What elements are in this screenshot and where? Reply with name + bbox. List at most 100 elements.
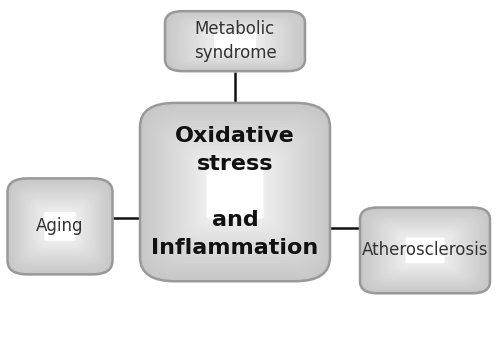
FancyBboxPatch shape [152, 115, 318, 269]
FancyBboxPatch shape [162, 124, 308, 260]
FancyBboxPatch shape [11, 181, 109, 271]
FancyBboxPatch shape [378, 219, 472, 282]
FancyBboxPatch shape [22, 191, 99, 262]
FancyBboxPatch shape [174, 15, 296, 67]
FancyBboxPatch shape [48, 215, 72, 238]
FancyBboxPatch shape [210, 30, 260, 52]
FancyBboxPatch shape [401, 235, 449, 266]
FancyBboxPatch shape [232, 189, 238, 195]
FancyBboxPatch shape [156, 118, 314, 267]
FancyBboxPatch shape [404, 236, 446, 265]
FancyBboxPatch shape [18, 188, 102, 265]
FancyBboxPatch shape [159, 121, 311, 263]
FancyBboxPatch shape [8, 178, 113, 274]
FancyBboxPatch shape [186, 20, 284, 62]
FancyBboxPatch shape [13, 183, 107, 270]
FancyBboxPatch shape [179, 17, 291, 65]
FancyBboxPatch shape [190, 151, 280, 234]
FancyBboxPatch shape [212, 31, 258, 51]
FancyBboxPatch shape [392, 229, 458, 272]
FancyBboxPatch shape [408, 239, 442, 262]
FancyBboxPatch shape [166, 127, 304, 258]
FancyBboxPatch shape [390, 227, 460, 273]
FancyBboxPatch shape [206, 165, 264, 219]
FancyBboxPatch shape [234, 41, 236, 42]
FancyBboxPatch shape [375, 217, 475, 283]
FancyBboxPatch shape [140, 103, 330, 281]
FancyBboxPatch shape [206, 165, 264, 219]
FancyBboxPatch shape [214, 32, 256, 50]
FancyBboxPatch shape [58, 225, 62, 228]
Text: Aging: Aging [36, 217, 84, 235]
FancyBboxPatch shape [219, 177, 251, 207]
FancyBboxPatch shape [230, 39, 239, 43]
FancyBboxPatch shape [386, 225, 464, 276]
FancyBboxPatch shape [36, 204, 84, 249]
FancyBboxPatch shape [371, 215, 479, 286]
FancyBboxPatch shape [34, 202, 86, 250]
Text: Metabolic
syndrome: Metabolic syndrome [194, 20, 276, 62]
FancyBboxPatch shape [190, 22, 280, 60]
FancyBboxPatch shape [362, 209, 488, 292]
FancyBboxPatch shape [380, 220, 470, 281]
FancyBboxPatch shape [204, 28, 266, 54]
FancyBboxPatch shape [406, 237, 444, 263]
FancyBboxPatch shape [366, 212, 484, 289]
FancyBboxPatch shape [143, 106, 327, 278]
FancyBboxPatch shape [181, 142, 289, 243]
FancyBboxPatch shape [373, 216, 477, 285]
FancyBboxPatch shape [204, 162, 266, 222]
FancyBboxPatch shape [222, 180, 248, 204]
FancyBboxPatch shape [397, 232, 453, 269]
FancyBboxPatch shape [382, 222, 468, 279]
FancyBboxPatch shape [53, 220, 67, 233]
FancyBboxPatch shape [414, 243, 436, 258]
FancyBboxPatch shape [46, 214, 74, 239]
FancyBboxPatch shape [184, 19, 286, 63]
FancyBboxPatch shape [197, 156, 273, 228]
FancyBboxPatch shape [52, 218, 68, 234]
FancyBboxPatch shape [16, 186, 104, 267]
FancyBboxPatch shape [412, 242, 438, 259]
FancyBboxPatch shape [394, 230, 456, 270]
FancyBboxPatch shape [25, 194, 95, 258]
FancyBboxPatch shape [423, 249, 427, 252]
FancyBboxPatch shape [44, 212, 76, 241]
FancyBboxPatch shape [27, 196, 93, 257]
FancyBboxPatch shape [175, 135, 295, 249]
FancyBboxPatch shape [32, 201, 88, 252]
FancyBboxPatch shape [198, 25, 272, 57]
FancyBboxPatch shape [176, 16, 294, 66]
Text: Atherosclerosis: Atherosclerosis [362, 241, 488, 259]
FancyBboxPatch shape [168, 12, 302, 70]
FancyBboxPatch shape [44, 212, 76, 241]
FancyBboxPatch shape [23, 193, 97, 260]
FancyBboxPatch shape [213, 171, 257, 213]
FancyBboxPatch shape [200, 26, 270, 56]
FancyBboxPatch shape [170, 13, 300, 69]
FancyBboxPatch shape [420, 248, 430, 253]
FancyBboxPatch shape [226, 37, 244, 45]
FancyBboxPatch shape [20, 190, 100, 263]
FancyBboxPatch shape [168, 130, 302, 255]
FancyBboxPatch shape [194, 153, 276, 231]
FancyBboxPatch shape [28, 198, 92, 255]
FancyBboxPatch shape [184, 144, 286, 240]
FancyBboxPatch shape [416, 245, 434, 256]
FancyBboxPatch shape [221, 35, 249, 47]
FancyBboxPatch shape [410, 240, 440, 260]
FancyBboxPatch shape [418, 246, 432, 255]
FancyBboxPatch shape [39, 207, 81, 246]
FancyBboxPatch shape [172, 133, 298, 251]
FancyBboxPatch shape [172, 14, 298, 68]
FancyBboxPatch shape [216, 33, 254, 49]
FancyBboxPatch shape [178, 139, 292, 246]
FancyBboxPatch shape [200, 159, 270, 225]
FancyBboxPatch shape [165, 11, 305, 71]
FancyBboxPatch shape [218, 34, 252, 48]
FancyBboxPatch shape [364, 210, 486, 291]
FancyBboxPatch shape [232, 40, 237, 42]
FancyBboxPatch shape [188, 21, 282, 61]
FancyBboxPatch shape [37, 205, 82, 247]
FancyBboxPatch shape [214, 32, 256, 50]
